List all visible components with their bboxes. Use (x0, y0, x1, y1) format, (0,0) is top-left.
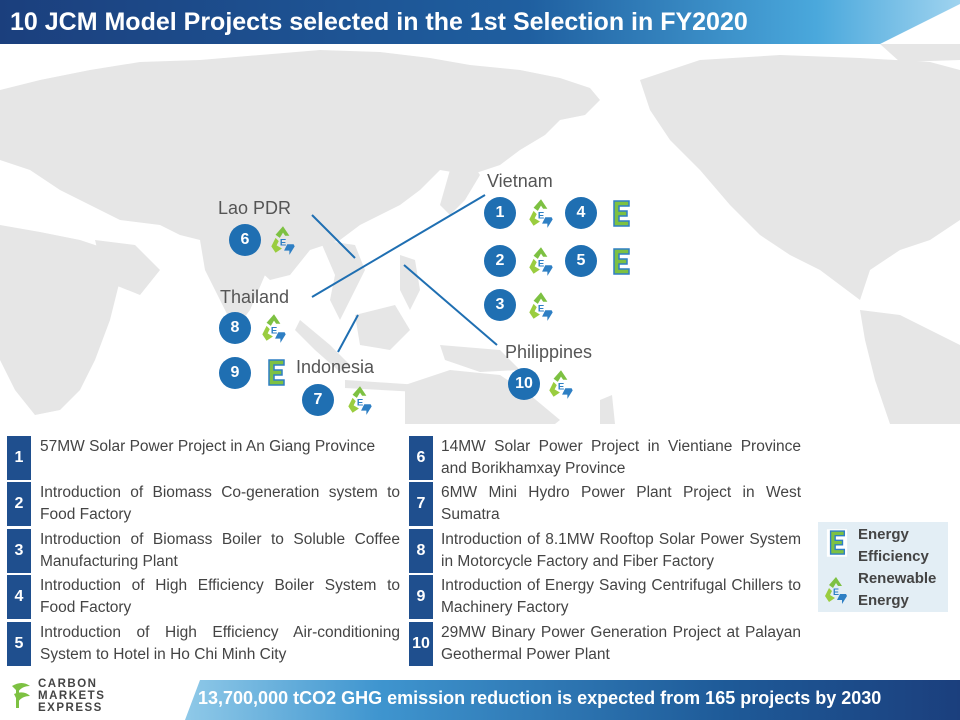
list-item-number: 3 (7, 528, 31, 573)
logo-line-1: CARBON (38, 678, 98, 690)
list-item-number: 5 (7, 621, 31, 666)
project-list-right: 6 14MW Solar Power Project in Vientiane … (409, 436, 801, 668)
carbon-markets-express-logo: CARBON MARKETS EXPRESS (8, 676, 138, 716)
legend-ee-label-2: Efficiency (858, 548, 929, 565)
project-list-left: 1 57MW Solar Power Project in An Giang P… (7, 436, 400, 668)
footer-banner (185, 680, 960, 720)
energy-efficiency-icon (609, 198, 633, 230)
world-map (0, 44, 960, 424)
list-item: 3 Introduction of Biomass Boiler to Solu… (7, 528, 400, 573)
list-item-number: 1 (7, 436, 31, 480)
list-item-number: 10 (409, 621, 433, 666)
list-item: 4 Introduction of High Efficiency Boiler… (7, 575, 400, 620)
energy-efficiency-icon (264, 357, 288, 389)
list-item-text: Introduction of Biomass Boiler to Solubl… (40, 530, 400, 570)
renewable-energy-icon (549, 370, 573, 399)
legend-re-label-1: Renewable (858, 570, 937, 587)
legend-ee-label-1: Energy (858, 526, 909, 543)
leaf-icon (12, 683, 30, 708)
list-item-number: 8 (409, 528, 433, 573)
energy-efficiency-icon (826, 528, 848, 558)
connector-vietnam (311, 194, 486, 298)
renewable-energy-icon (529, 292, 553, 321)
page-title: 10 JCM Model Projects selected in the 1s… (10, 8, 748, 36)
project-marker-4[interactable]: 4 (565, 197, 597, 229)
project-marker-3[interactable]: 3 (484, 289, 516, 321)
project-marker-1[interactable]: 1 (484, 197, 516, 229)
connector-lines (311, 194, 498, 353)
renewable-energy-icon (262, 314, 286, 343)
list-item: 9 Introduction of Energy Saving Centrifu… (409, 575, 801, 620)
title-banner (0, 0, 960, 44)
legend-re-label-2: Energy (858, 592, 909, 609)
list-item-text: 14MW Solar Power Project in Vientiane Pr… (441, 438, 801, 477)
project-marker-6[interactable]: 6 (229, 224, 261, 256)
list-item-number: 2 (7, 482, 31, 527)
renewable-energy-icon (529, 199, 553, 228)
renewable-energy-icon (271, 226, 295, 255)
connector-lao (311, 214, 356, 259)
country-label-philippines: Philippines (505, 342, 593, 362)
list-item-text: 6MW Mini Hydro Power Plant Project in We… (441, 484, 801, 524)
energy-efficiency-icon (609, 246, 633, 278)
project-marker-9[interactable]: 9 (219, 357, 251, 389)
list-item-number: 4 (7, 575, 31, 620)
country-label-indonesia: Indonesia (296, 357, 375, 377)
list-item-number: 6 (409, 436, 433, 480)
logo-line-3: EXPRESS (38, 702, 103, 714)
footer-summary: 13,700,000 tCO2 GHG emission reduction i… (198, 688, 882, 708)
list-item: 7 6MW Mini Hydro Power Plant Project in … (409, 482, 801, 527)
renewable-energy-icon (348, 386, 372, 415)
country-label-lao: Lao PDR (218, 198, 292, 218)
list-item-text: Introduction of Energy Saving Centrifuga… (441, 577, 801, 617)
list-item-text: Introduction of High Efficiency Boiler S… (40, 577, 400, 617)
list-item: 10 29MW Binary Power Generation Project … (409, 621, 801, 666)
country-label-vietnam: Vietnam (487, 171, 553, 191)
list-item: 2 Introduction of Biomass Co-generation … (7, 482, 400, 527)
connector-philippines (403, 264, 498, 346)
legend: Energy Efficiency Renewable Energy (818, 522, 948, 612)
project-marker-8[interactable]: 8 (219, 312, 251, 344)
project-marker-5[interactable]: 5 (565, 245, 597, 277)
country-label-thailand: Thailand (220, 287, 290, 307)
connector-indonesia (337, 314, 359, 353)
logo-line-2: MARKETS (38, 690, 106, 702)
list-item: 5 Introduction of High Efficiency Air-co… (7, 621, 400, 666)
list-item-text: Introduction of 8.1MW Rooftop Solar Powe… (441, 530, 801, 570)
list-item: 8 Introduction of 8.1MW Rooftop Solar Po… (409, 528, 801, 573)
renewable-energy-icon (529, 247, 553, 276)
project-marker-10[interactable]: 10 (508, 368, 540, 400)
list-item: 1 57MW Solar Power Project in An Giang P… (7, 436, 400, 480)
list-item-text: Introduction of Biomass Co-generation sy… (40, 484, 400, 524)
renewable-energy-icon (825, 577, 847, 604)
list-item-text: 29MW Binary Power Generation Project at … (441, 623, 801, 663)
list-item: 6 14MW Solar Power Project in Vientiane … (409, 436, 801, 480)
list-item-text: Introduction of High Efficiency Air-cond… (40, 623, 400, 663)
project-marker-7[interactable]: 7 (302, 384, 334, 416)
list-item-text: 57MW Solar Power Project in An Giang Pro… (40, 438, 376, 455)
list-item-number: 9 (409, 575, 433, 620)
list-item-number: 7 (409, 482, 433, 527)
project-marker-2[interactable]: 2 (484, 245, 516, 277)
